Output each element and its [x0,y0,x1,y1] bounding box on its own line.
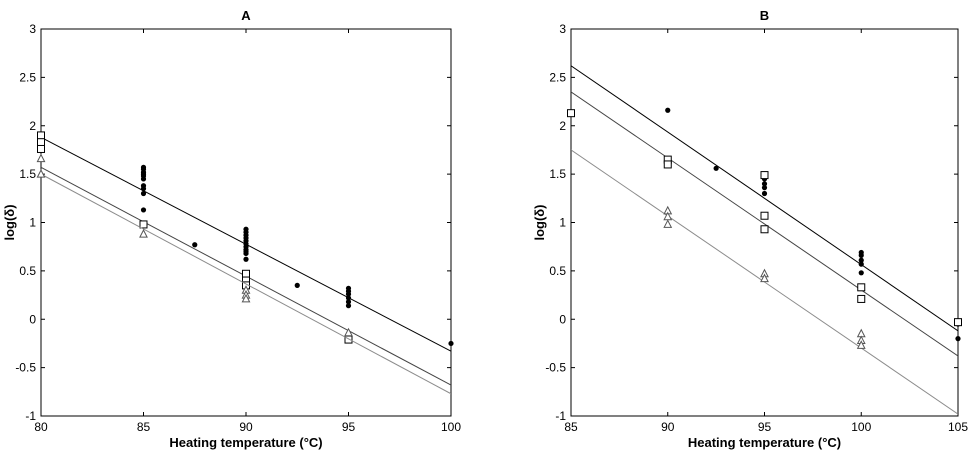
data-point-triangle [36,169,46,178]
data-point-circle [345,299,352,305]
data-point-square [37,131,45,140]
x-tick-label: 95 [342,420,356,434]
data-point-triangle [139,229,148,238]
x-tick-label: 85 [137,420,151,434]
y-tick-label: -0.5 [545,361,566,375]
fit-line [571,65,958,332]
x-tick-label: 105 [948,420,968,434]
data-point-circle [858,261,864,267]
y-tick-label: 1 [29,216,36,230]
data-point-circle [761,190,768,197]
data-point-circle [665,107,671,113]
data-point-square [760,171,769,180]
data-point-circle [294,282,300,288]
data-point-circle [955,336,961,342]
x-tick-label: 85 [564,420,578,434]
data-point-circle [140,207,147,213]
data-point-square [760,211,769,220]
data-point-circle [858,257,864,263]
y-tick-label: -0.5 [15,361,36,375]
data-point-square [139,220,148,229]
series-filled-circle [41,136,454,352]
x-axis-label: Heating temperature (°C) [688,435,841,450]
y-tick-label: 2.5 [19,70,36,84]
y-tick-label: 0.5 [19,264,36,278]
data-point-circle [192,242,198,248]
data-point-square [242,269,250,278]
data-point-circle [140,190,147,197]
y-tick-label: -1 [25,409,36,423]
data-point-square [37,144,45,153]
fit-line [41,173,451,395]
fit-line [571,91,958,357]
y-axis-label: log(δ) [532,204,547,240]
data-point-circle [858,270,864,276]
y-axis-label: log(δ) [2,204,17,240]
data-point-square [954,318,962,327]
data-point-circle [448,340,454,347]
chart-title: A [241,8,251,23]
data-point-triangle [241,293,251,303]
data-point-square [857,294,866,303]
data-point-circle [345,291,352,297]
plot-frame [40,28,452,417]
data-point-circle [140,176,147,182]
series-filled-circle [571,65,961,342]
y-tick-label: 0 [559,312,566,326]
x-tick-label: 95 [758,420,772,434]
data-point-square [663,160,672,169]
y-tick-label: 2 [559,119,566,133]
data-point-circle [243,250,249,257]
series-open-triangle [571,149,958,415]
data-point-triangle [856,340,866,349]
data-point-circle [858,252,864,258]
x-tick-label: 100 [851,420,871,434]
x-tick-label: 100 [441,420,461,434]
x-tick-label: 90 [239,420,253,434]
y-tick-label: 3 [29,22,36,36]
y-tick-label: 1.5 [19,167,36,181]
panel-b: -1 -0.5 0 0.5 1 1.5 2 2.5 3 85 90 95 100 105 B Heating … [532,8,968,450]
chart-title: B [760,8,769,23]
y-tick-label: 2.5 [549,70,566,84]
x-tick-label: 80 [34,420,48,434]
data-point-circle [243,256,249,262]
data-point-circle [345,295,352,301]
y-tick-label: 0.5 [549,264,566,278]
data-point-circle [140,186,147,192]
series-open-triangle [36,153,451,395]
data-point-triangle [760,273,769,283]
y-tick-label: 0 [29,312,36,326]
data-point-circle [761,181,768,187]
x-axis-label: Heating temperature (°C) [169,435,322,450]
y-tick-label: 2 [29,119,36,133]
data-point-circle [345,303,352,309]
series-open-square [567,91,962,357]
y-tick-label: -1 [555,409,566,423]
data-point-triangle [344,327,353,337]
plot-frame [570,28,959,417]
x-tick-label: 90 [661,420,675,434]
data-point-circle [713,165,719,171]
panel-a: -1 -0.5 0 0.5 1 1.5 2 2.5 3 80 85 90 95 100 A Heating t… [2,8,461,450]
data-point-square [760,225,769,234]
data-point-square [37,138,45,147]
data-point-triangle [36,153,46,163]
y-tick-label: 1 [559,216,566,230]
data-point-square [857,283,866,292]
data-point-square [567,109,575,118]
y-tick-label: 1.5 [549,167,566,181]
y-tick-label: 3 [559,22,566,36]
data-point-circle [761,185,768,191]
data-point-triangle [663,219,673,228]
